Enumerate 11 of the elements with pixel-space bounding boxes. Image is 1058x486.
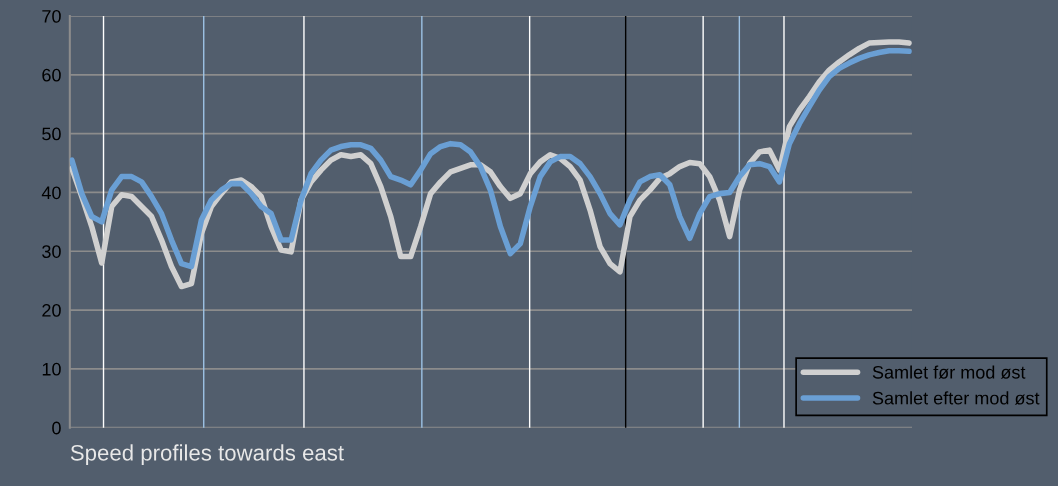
x-axis-title: Speed profiles towards east <box>70 444 344 466</box>
y-tick-label: 20 <box>42 304 61 317</box>
y-tick-label: 0 <box>52 421 61 435</box>
legend-label: Samlet før mod øst <box>872 365 1026 379</box>
y-tick-label: 50 <box>42 127 61 141</box>
legend-label: Samlet efter mod øst <box>872 391 1040 405</box>
y-tick-label: 70 <box>42 9 61 23</box>
y-tick-label: 10 <box>42 362 61 376</box>
y-tick-label: 40 <box>41 186 61 200</box>
y-tick-label: 60 <box>42 68 61 82</box>
y-tick-label: 30 <box>42 245 61 258</box>
